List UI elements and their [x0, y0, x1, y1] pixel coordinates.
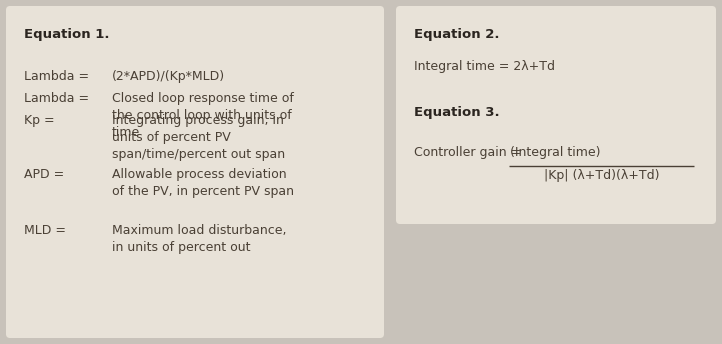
FancyBboxPatch shape: [6, 6, 384, 338]
Text: Maximum load disturbance,
in units of percent out: Maximum load disturbance, in units of pe…: [112, 224, 287, 254]
Text: Closed loop response time of
the control loop with units of
time: Closed loop response time of the control…: [112, 92, 294, 139]
Text: |Kp| (λ+Td)(λ+Td): |Kp| (λ+Td)(λ+Td): [544, 169, 660, 182]
Text: Integral time = 2λ+Td: Integral time = 2λ+Td: [414, 60, 555, 73]
Text: Allowable process deviation
of the PV, in percent PV span: Allowable process deviation of the PV, i…: [112, 168, 294, 198]
Text: Equation 1.: Equation 1.: [24, 28, 110, 41]
Text: MLD =: MLD =: [24, 224, 66, 237]
Text: Controller gain =: Controller gain =: [414, 146, 521, 159]
Text: (2*APD)/(Kp*MLD): (2*APD)/(Kp*MLD): [112, 70, 225, 83]
Text: Kp =: Kp =: [24, 114, 55, 127]
Text: APD =: APD =: [24, 168, 64, 181]
Text: Lambda =: Lambda =: [24, 92, 89, 105]
FancyBboxPatch shape: [396, 6, 716, 224]
Text: Equation 3.: Equation 3.: [414, 106, 500, 119]
Text: Equation 2.: Equation 2.: [414, 28, 500, 41]
Text: Integrating process gain, in
units of percent PV
span/time/percent out span: Integrating process gain, in units of pe…: [112, 114, 285, 161]
Text: (Integral time): (Integral time): [510, 146, 601, 159]
Text: Lambda =: Lambda =: [24, 70, 89, 83]
